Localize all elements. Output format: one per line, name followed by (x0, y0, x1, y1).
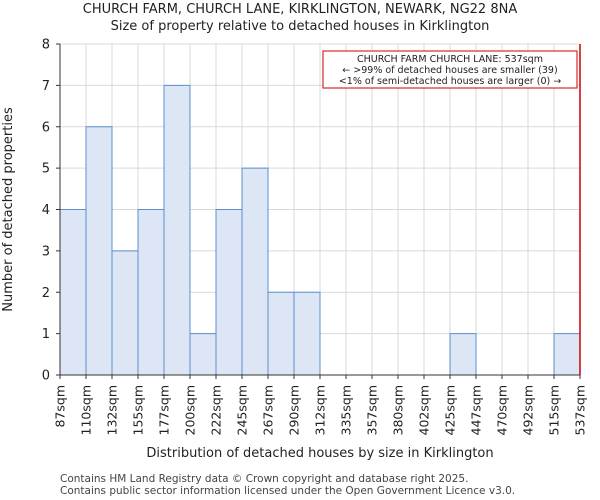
x-tick-label-110sqm: 110sqm (79, 385, 94, 435)
x-tick-label-335sqm: 335sqm (339, 385, 354, 435)
x-tick-label-470sqm: 470sqm (495, 385, 510, 435)
y-tick-label: 0 (42, 369, 50, 384)
bar-200sqm (189, 333, 217, 376)
x-tick-label-537sqm: 537sqm (573, 385, 588, 435)
x-axis-label: Distribution of detached houses by size … (146, 446, 493, 461)
x-tick-label-402sqm: 402sqm (417, 385, 432, 435)
x-tick-label-515sqm: 515sqm (547, 385, 562, 435)
annotation-line1: CHURCH FARM CHURCH LANE: 537sqm (357, 54, 543, 65)
footer-line1: Contains HM Land Registry data © Crown c… (60, 473, 469, 485)
footer-line2: Contains public sector information licen… (60, 485, 516, 497)
bar-222sqm (215, 209, 243, 376)
bar-155sqm (137, 209, 165, 376)
x-tick-label-245sqm: 245sqm (235, 385, 250, 435)
y-tick-label: 7 (42, 79, 50, 94)
bar-110sqm (85, 126, 113, 376)
bar-290sqm (293, 291, 321, 376)
y-tick-label: 5 (42, 162, 50, 177)
x-tick-label-447sqm: 447sqm (469, 385, 484, 435)
bar-177sqm (163, 84, 191, 376)
chart-title-line2: Size of property relative to detached ho… (110, 19, 490, 34)
y-tick-label: 4 (42, 203, 50, 218)
bar-245sqm (241, 167, 269, 376)
bar-267sqm (267, 291, 295, 376)
x-tick-label-200sqm: 200sqm (183, 385, 198, 435)
x-tick-label-132sqm: 132sqm (105, 385, 120, 435)
bar-87sqm (59, 209, 87, 376)
x-tick-label-87sqm: 87sqm (53, 385, 68, 428)
bar-132sqm (111, 250, 139, 376)
x-tick-label-425sqm: 425sqm (443, 385, 458, 435)
y-tick-label: 3 (42, 244, 50, 259)
x-tick-label-267sqm: 267sqm (261, 385, 276, 435)
y-tick-label: 1 (42, 327, 50, 342)
x-tick-label-357sqm: 357sqm (365, 385, 380, 435)
y-tick-label: 6 (42, 120, 50, 135)
x-tick-label-492sqm: 492sqm (521, 385, 536, 435)
x-tick-label-177sqm: 177sqm (157, 385, 172, 435)
x-tick-label-222sqm: 222sqm (209, 385, 224, 435)
annotation-box (322, 50, 578, 89)
chart-title-line1: CHURCH FARM, CHURCH LANE, KIRKLINGTON, N… (82, 2, 518, 17)
bar-515sqm (553, 333, 581, 376)
y-axis-label: Number of detached properties (1, 107, 16, 312)
y-tick-label: 8 (42, 38, 50, 53)
y-tick-label: 2 (42, 286, 50, 301)
annotation-line3: <1% of semi-detached houses are larger (… (339, 76, 561, 87)
bar-425sqm (449, 333, 477, 376)
x-tick-label-380sqm: 380sqm (391, 385, 406, 435)
x-tick-label-290sqm: 290sqm (287, 385, 302, 435)
x-tick-label-312sqm: 312sqm (313, 385, 328, 435)
x-tick-label-155sqm: 155sqm (131, 385, 146, 435)
annotation-line2: ← >99% of detached houses are smaller (3… (342, 65, 557, 76)
